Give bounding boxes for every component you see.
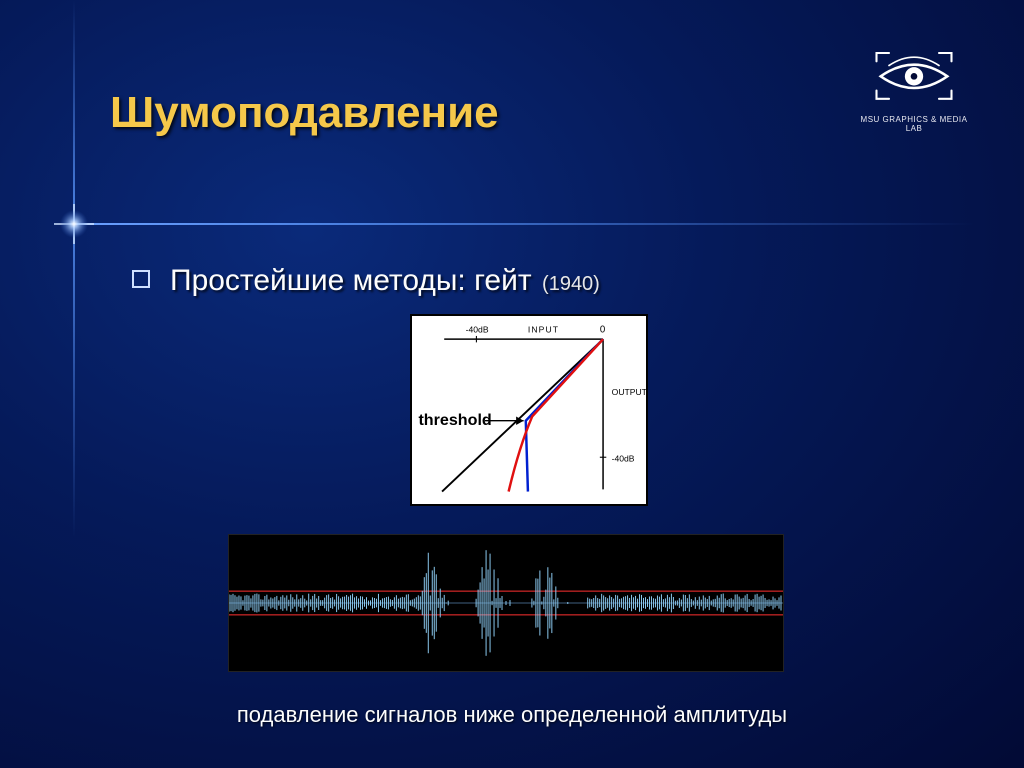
horizontal-rule [74,223,974,225]
d1-threshold-label: threshold [418,411,491,429]
d1-input-label: INPUT [528,325,559,335]
waveform-diagram [228,534,784,672]
d1-output-label: OUTPUT [612,387,646,397]
slide-title: Шумоподавление [110,88,499,138]
bullet-year: (1940) [542,273,600,295]
eye-logo-icon [864,48,964,108]
d1-zero-label: 0 [600,325,605,336]
bullet-marker-icon [132,270,150,288]
vertical-rule [73,0,75,768]
bullet-text: Простейшие методы: гейт [170,264,532,297]
slide-caption: подавление сигналов ниже определенной ам… [0,702,1024,728]
threshold-diagram: -40dB INPUT 0 OUTPUT -40dB threshold [410,314,648,506]
d1-minus40-right: -40dB [612,454,635,464]
d1-minus40-top: -40dB [466,325,489,335]
bullet-item: Простейшие методы: гейт (1940) [132,264,600,298]
logo-caption: MSU GRAPHICS & MEDIA LAB [854,115,974,133]
lab-logo: MSU GRAPHICS & MEDIA LAB [854,48,974,133]
slide: MSU GRAPHICS & MEDIA LAB Шумоподавление … [0,0,1024,768]
